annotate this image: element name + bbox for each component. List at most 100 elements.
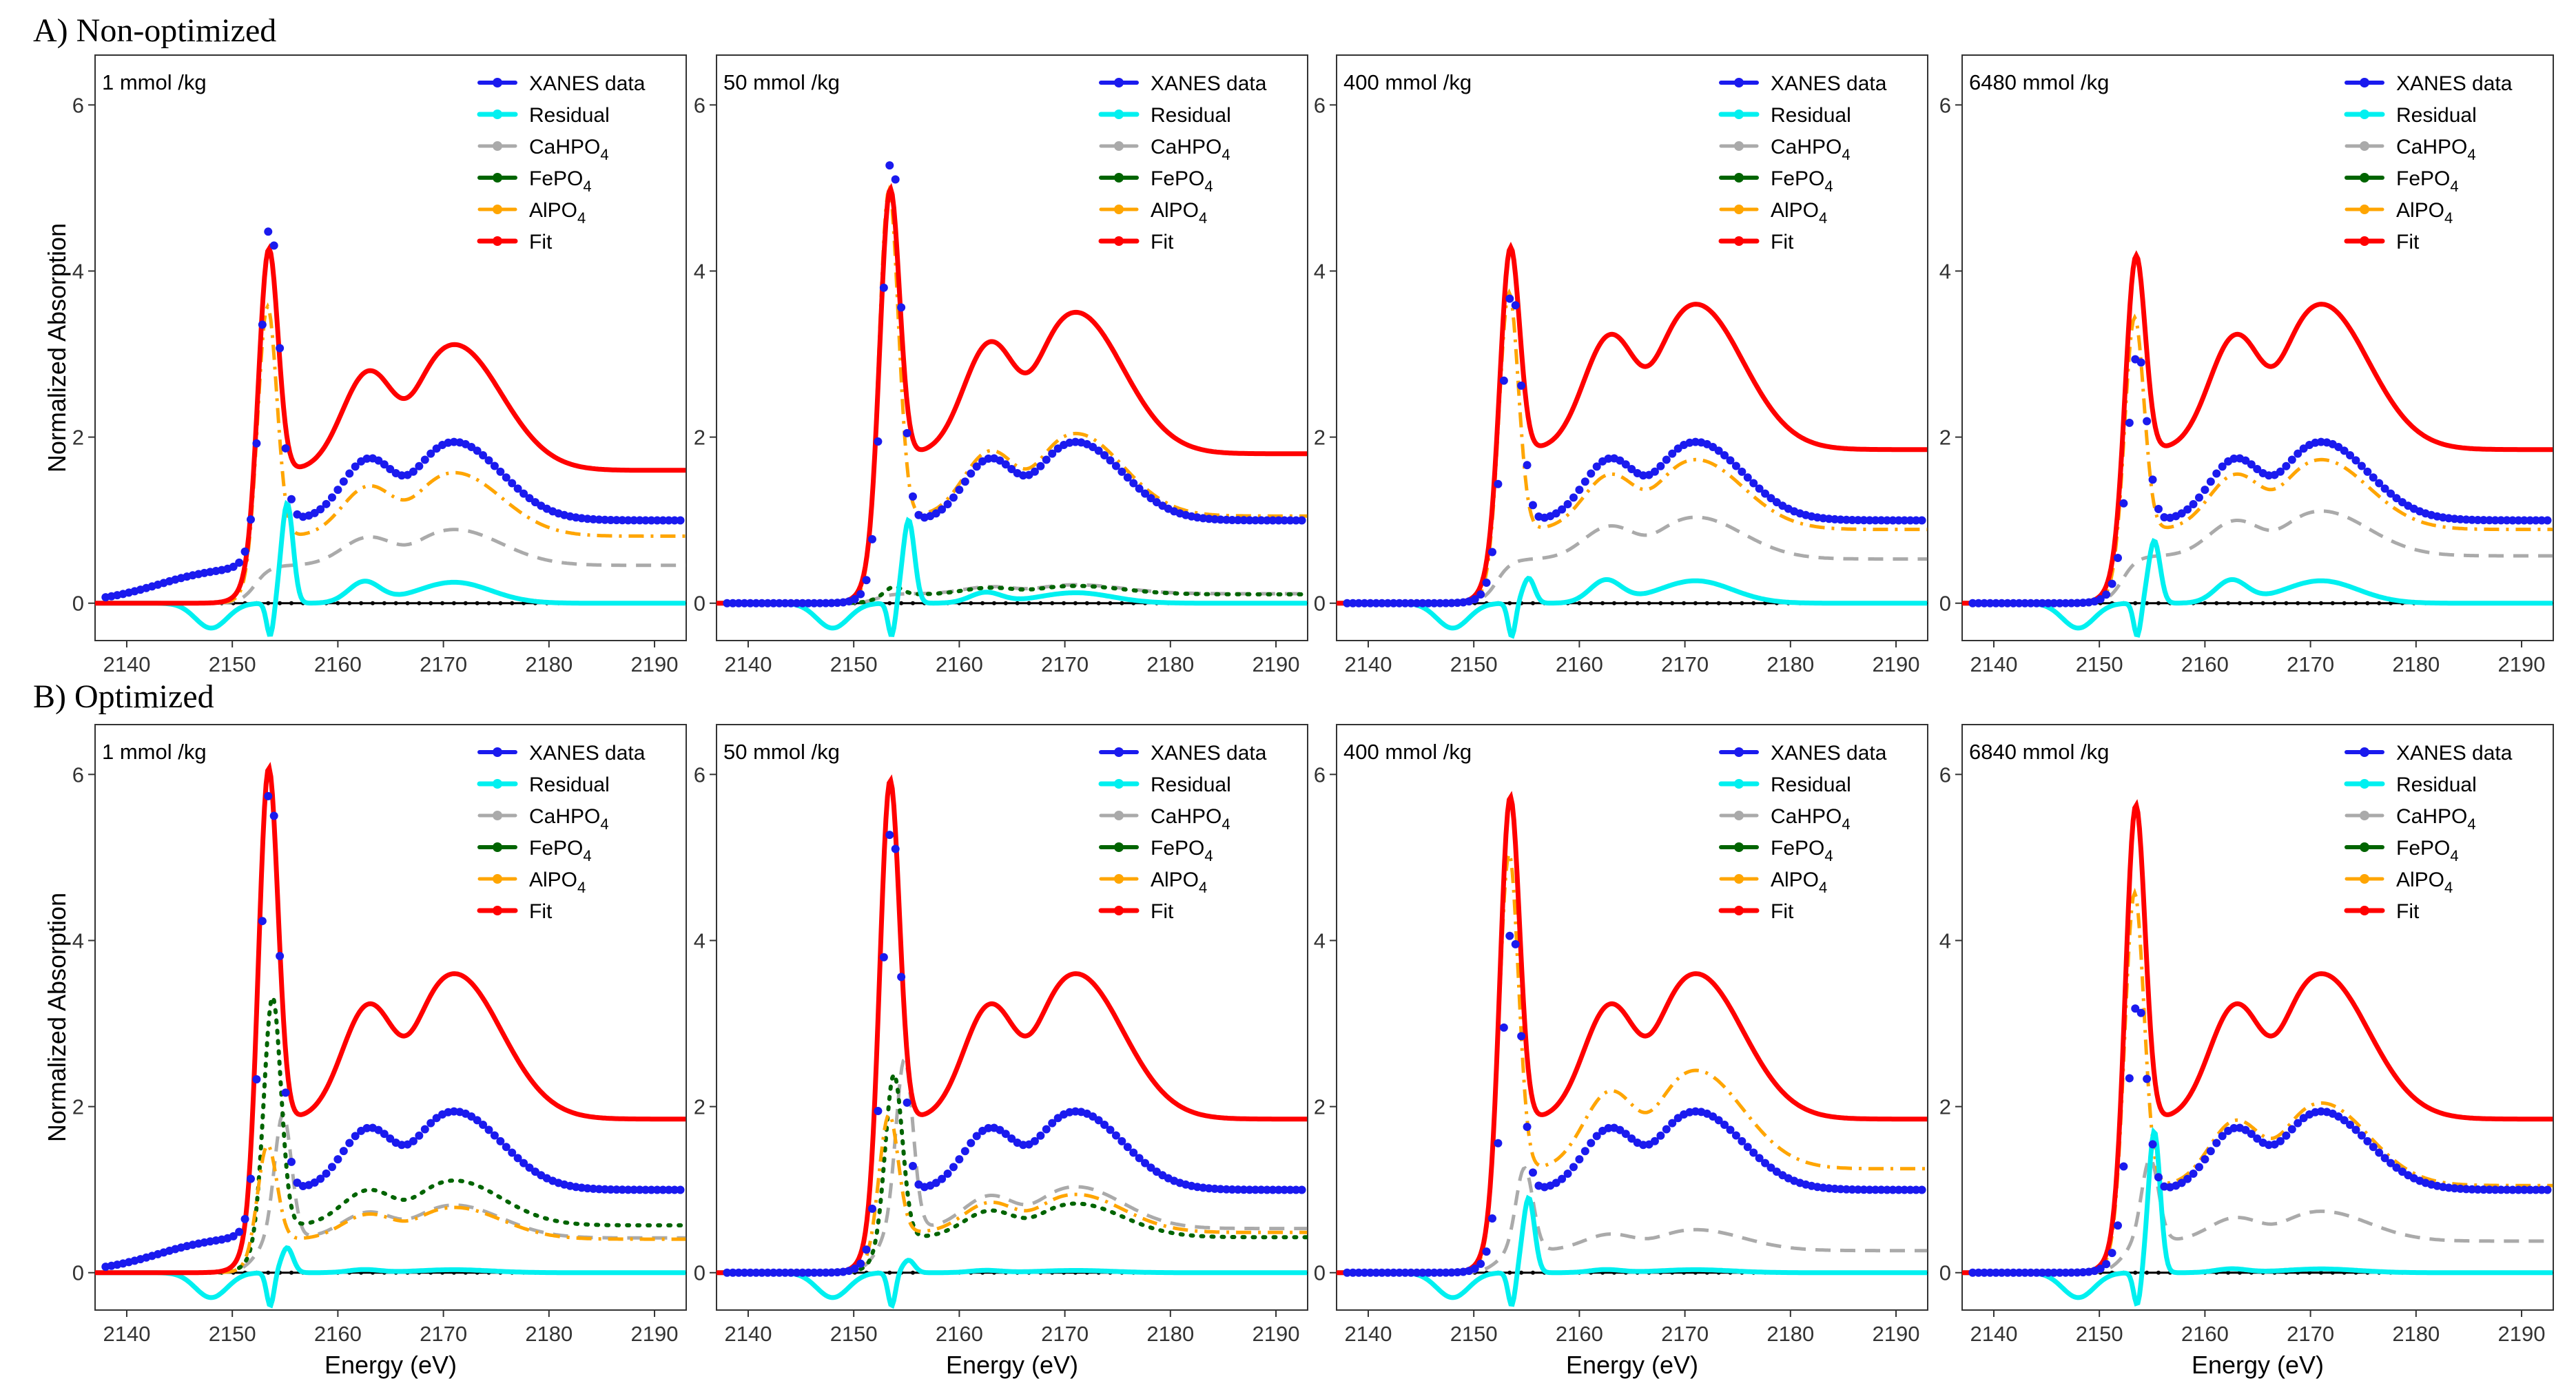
xanes-data-point bbox=[1523, 461, 1532, 470]
xanes-data-point bbox=[1494, 479, 1503, 488]
y-tick-label: 6 bbox=[1939, 762, 1951, 787]
xanes-data-point bbox=[2009, 599, 2018, 608]
xanes-data-point bbox=[1569, 493, 1578, 502]
xanes-data-point bbox=[339, 1147, 348, 1156]
xanes-data-point bbox=[252, 1075, 261, 1084]
series-ca-line bbox=[1962, 509, 2553, 605]
xanes-data-point bbox=[1245, 516, 1254, 525]
x-tick-label: 2180 bbox=[2392, 652, 2440, 676]
xanes-data-point bbox=[630, 516, 639, 525]
panel-title: 6840 mmol /kg bbox=[1969, 740, 2109, 764]
xanes-data-point bbox=[1894, 1185, 1903, 1194]
xanes-data-point bbox=[1117, 467, 1126, 476]
xanes-data-point bbox=[659, 516, 668, 525]
xanes-data-point bbox=[1372, 1268, 1381, 1277]
legend-label-main: XANES data bbox=[529, 72, 646, 95]
xanes-data-point bbox=[879, 953, 888, 962]
baseline-dot bbox=[2226, 601, 2231, 605]
xanes-data-point bbox=[659, 1185, 668, 1194]
xanes-data-point bbox=[1263, 516, 1272, 525]
legend-label-main: CaHPO bbox=[2396, 805, 2467, 828]
xanes-data-point bbox=[264, 227, 273, 236]
x-tick-label: 2150 bbox=[209, 652, 256, 676]
series-fit-line bbox=[717, 183, 1308, 606]
legend-label-main: XANES data bbox=[2396, 72, 2513, 95]
y-tick-label: 0 bbox=[72, 1261, 84, 1285]
xanes-data-point bbox=[2520, 516, 2528, 525]
baseline-dot bbox=[2203, 601, 2207, 605]
series-fe-line bbox=[717, 1070, 1308, 1275]
xanes-data-point bbox=[2043, 599, 2052, 608]
legend-label-fit: Fit bbox=[1771, 900, 1794, 923]
y-tick-label: 2 bbox=[1939, 426, 1951, 450]
xanes-data-point bbox=[1986, 599, 1995, 608]
xanes-data-point bbox=[664, 1185, 673, 1194]
baseline-dot bbox=[991, 601, 996, 605]
xanes-data-point bbox=[519, 489, 528, 498]
legend-label-main: AlPO bbox=[1151, 199, 1199, 222]
y-tick-label: 4 bbox=[1939, 259, 1951, 283]
baseline-dot bbox=[2307, 1270, 2312, 1275]
xanes-data-point bbox=[664, 516, 673, 525]
xanes-data-point bbox=[1755, 484, 1764, 493]
xanes-data-point bbox=[2073, 1268, 2082, 1277]
legend-marker-al bbox=[493, 874, 502, 884]
xanes-data-point bbox=[426, 449, 435, 458]
legend-marker-res bbox=[1114, 779, 1124, 789]
legend-label-fit: Fit bbox=[1151, 231, 1174, 253]
xanes-data-point bbox=[1627, 464, 1636, 473]
xanes-data-point bbox=[960, 477, 969, 486]
xanes-data-point bbox=[2061, 599, 2070, 608]
legend-marker-data bbox=[1734, 78, 1744, 87]
xanes-data-point bbox=[415, 461, 424, 470]
baseline-dot bbox=[2133, 601, 2138, 605]
xanes-data-point bbox=[2340, 446, 2349, 455]
xanes-data-point bbox=[2485, 1185, 2494, 1194]
baseline-dot bbox=[1507, 601, 1512, 605]
xanes-data-point bbox=[525, 1163, 534, 1172]
xanes-data-point bbox=[897, 303, 906, 312]
xanes-data-point bbox=[787, 599, 796, 608]
xanes-data-point bbox=[874, 1106, 883, 1115]
series-res-line bbox=[1337, 1194, 1928, 1307]
xanes-data-point bbox=[1720, 1120, 1729, 1129]
xanes-data-point bbox=[258, 917, 267, 926]
xanes-data-point bbox=[246, 515, 255, 524]
legend-label-main: AlPO bbox=[1151, 869, 1199, 891]
xanes-data-point bbox=[276, 951, 285, 960]
xanes-data-point bbox=[420, 1125, 429, 1134]
xanes-data-point bbox=[2276, 467, 2285, 476]
xanes-data-point bbox=[2514, 516, 2523, 525]
baseline-dot bbox=[1108, 601, 1113, 605]
x-axis-label: Energy (eV) bbox=[1566, 1351, 1698, 1379]
xanes-data-point bbox=[1888, 516, 1897, 525]
xanes-data-point bbox=[229, 1232, 238, 1240]
baseline-dot bbox=[1623, 601, 1628, 605]
legend-label-fit: Fit bbox=[1151, 900, 1174, 923]
baseline-dot bbox=[2307, 601, 2312, 605]
xanes-data-point bbox=[276, 344, 285, 353]
y-tick-label: 0 bbox=[1939, 1261, 1951, 1285]
y-tick-label: 2 bbox=[1939, 1095, 1951, 1119]
x-tick-label: 2160 bbox=[936, 1322, 983, 1346]
xanes-data-point bbox=[513, 484, 522, 493]
xanes-data-point bbox=[269, 811, 278, 820]
legend-label-main: FePO bbox=[529, 167, 583, 190]
legend-marker-data bbox=[1114, 747, 1124, 757]
baseline-dot bbox=[2353, 601, 2358, 605]
legend-label-main: AlPO bbox=[1771, 199, 1819, 222]
legend-marker-ca bbox=[2360, 141, 2369, 151]
xanes-data-point bbox=[2491, 516, 2500, 525]
legend-label-subscript: 4 bbox=[577, 879, 586, 896]
xanes-data-point bbox=[2177, 509, 2186, 518]
xanes-data-point bbox=[1228, 1185, 1237, 1194]
xanes-data-point bbox=[1906, 516, 1915, 525]
xanes-data-point bbox=[867, 534, 876, 543]
xanes-data-point bbox=[1412, 1268, 1421, 1277]
xanes-data-point bbox=[2148, 1140, 2157, 1149]
legend-label-fit: Fit bbox=[2396, 900, 2420, 923]
xanes-data-point bbox=[1662, 1125, 1671, 1134]
xanes-data-point bbox=[316, 1174, 325, 1183]
baseline-dot bbox=[336, 601, 340, 605]
legend-label-main: Residual bbox=[1151, 104, 1231, 127]
